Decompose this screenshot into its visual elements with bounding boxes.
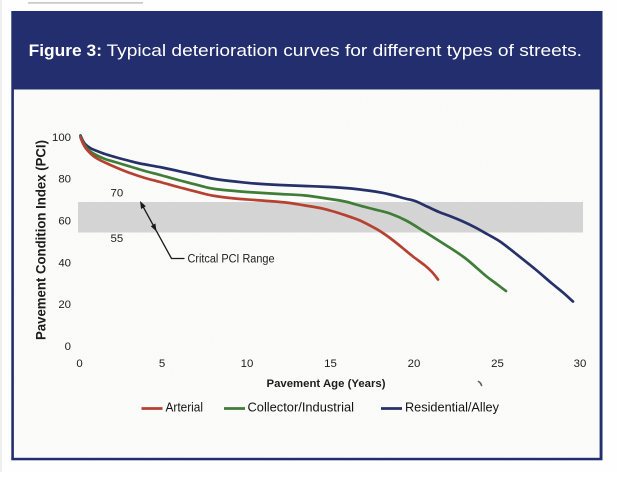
svg-text:Figure 3:: Figure 3:	[29, 41, 102, 60]
svg-text:Typical deterioration curves f: Typical deterioration curves for differe…	[107, 41, 583, 60]
